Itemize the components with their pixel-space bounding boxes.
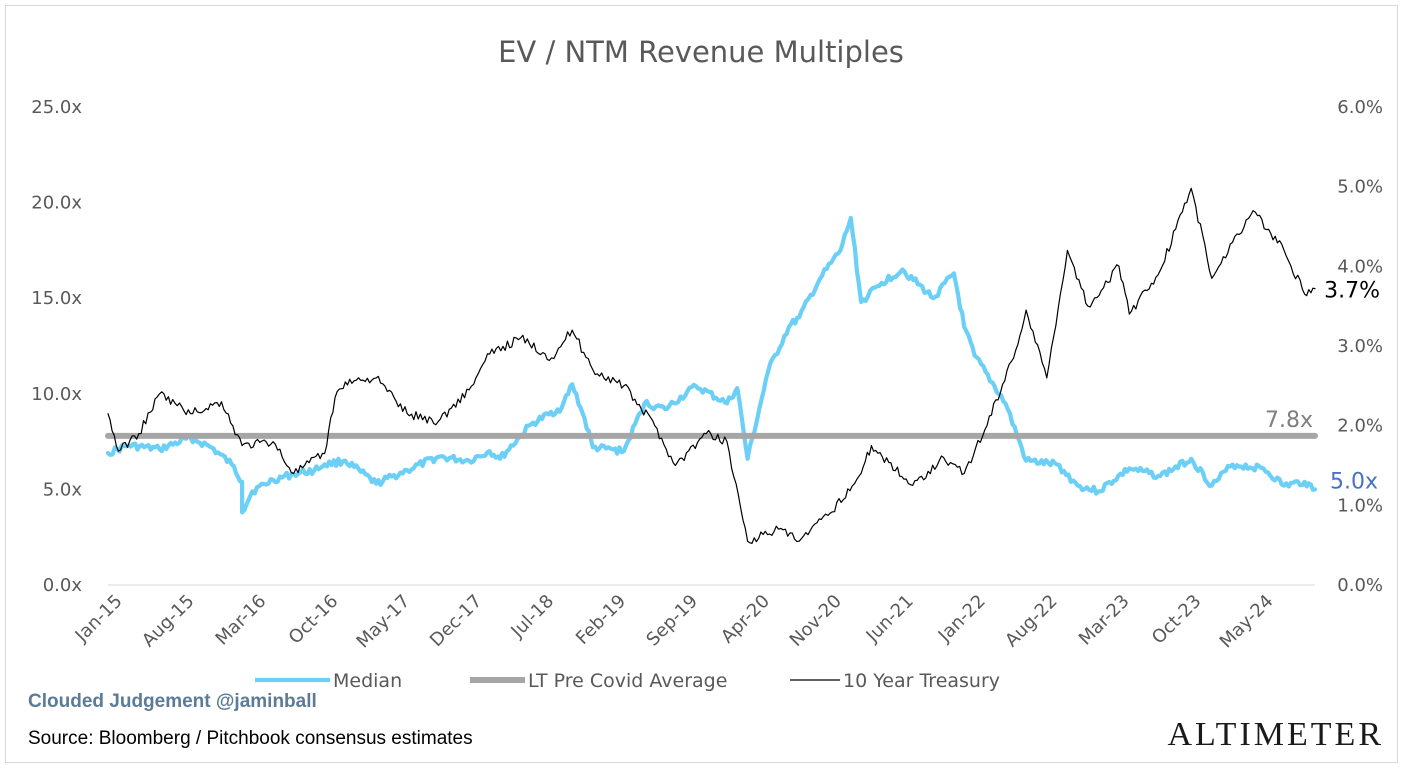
axes: 0.0x 5.0x 10.0x 15.0x 20.0x 25.0x 0.0% 1.0% 2.0%… — [31, 97, 1383, 652]
data-label: 5.0x — [1330, 469, 1378, 494]
legend-label: LT Pre Covid Average — [528, 670, 727, 692]
y-left-tick-label: 10.0x — [31, 384, 82, 405]
y-left-tick-label: 5.0x — [43, 479, 83, 500]
data-label: 3.7% — [1324, 279, 1380, 304]
x-tick-label: Oct-23 — [1148, 591, 1206, 649]
x-tick-label: Jun-21 — [862, 591, 918, 647]
x-tick-label: Apr-20 — [717, 591, 774, 648]
median-line — [105, 215, 1318, 515]
data-labels: 7.8x 5.0x 3.7% — [1265, 279, 1380, 495]
x-tick-label: May-17 — [353, 591, 415, 653]
source-text: Source: Bloomberg / Pitchbook consensus … — [28, 728, 473, 749]
brand-logo-text: ALTIMETER — [1167, 716, 1384, 753]
y-left-tick-label: 0.0x — [43, 575, 83, 596]
y-left-tick-label: 25.0x — [31, 97, 82, 118]
y-left-tick-label: 20.0x — [31, 193, 82, 214]
x-tick-label: Aug-15 — [138, 591, 198, 651]
chart-frame — [5, 5, 1398, 763]
y-right-tick-label: 1.0% — [1337, 495, 1383, 516]
x-tick-label: Nov-20 — [786, 591, 846, 651]
x-tick-label: Jan-22 — [934, 591, 990, 647]
legend: Median LT Pre Covid Average 10 Year Treasu… — [255, 670, 1000, 692]
x-tick-label: Jul-18 — [506, 591, 558, 643]
legend-label: Median — [333, 670, 402, 692]
x-tick-label: Sep-19 — [642, 591, 702, 651]
x-tick-label: May-24 — [1216, 591, 1278, 653]
legend-label: 10 Year Treasury — [843, 670, 1000, 692]
x-tick-label: Mar-23 — [1075, 591, 1134, 650]
x-tick-label: Jan-15 — [71, 591, 127, 647]
x-tick-label: Mar-16 — [212, 591, 271, 650]
chart-title: EV / NTM Revenue Multiples — [498, 35, 904, 69]
treasury-line — [107, 187, 1316, 544]
y-right-tick-label: 5.0% — [1337, 177, 1383, 198]
x-tick-label: Feb-19 — [572, 591, 630, 649]
data-label: 7.8x — [1265, 408, 1313, 433]
y-right-tick-label: 4.0% — [1337, 256, 1383, 277]
y-right-tick-label: 2.0% — [1337, 416, 1383, 437]
x-tick-label: Oct-16 — [285, 591, 343, 649]
y-right-tick-label: 3.0% — [1337, 336, 1383, 357]
x-tick-label: Dec-17 — [426, 591, 486, 651]
y-right-tick-label: 6.0% — [1337, 97, 1383, 118]
y-left-tick-label: 15.0x — [31, 288, 82, 309]
y-right-tick-label: 0.0% — [1337, 575, 1383, 596]
series-layer — [105, 187, 1318, 544]
credit-text: Clouded Judgement @jaminball — [28, 691, 317, 712]
x-tick-label: Aug-22 — [1001, 591, 1061, 651]
